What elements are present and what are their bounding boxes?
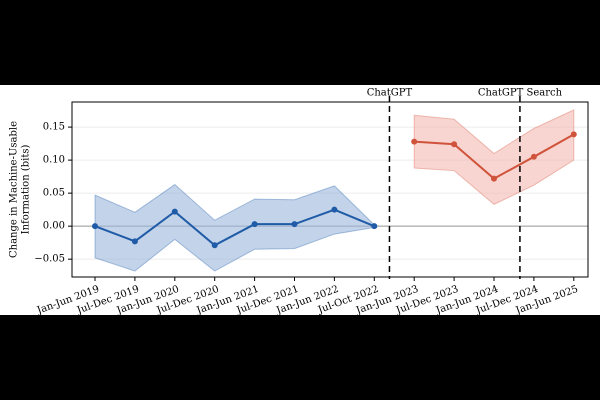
event-label: ChatGPT: [367, 88, 413, 99]
data-point: [131, 238, 138, 245]
data-point: [491, 175, 497, 182]
y-tick-label: 0.00: [43, 221, 65, 232]
data-point: [411, 138, 418, 145]
y-tick-label: 0.05: [43, 188, 65, 199]
data-point: [331, 206, 338, 213]
y-tick-label: −0.05: [34, 254, 65, 265]
y-tick-label: 0.15: [43, 122, 65, 133]
y-axis-label: Information (bits): [21, 145, 32, 235]
y-axis-label: Change in Machine-Usable: [9, 121, 20, 258]
data-point: [171, 208, 178, 215]
axes-frame: [71, 101, 589, 278]
data-point: [211, 242, 218, 249]
y-tick-label: 0.10: [43, 155, 65, 166]
data-point: [251, 221, 258, 228]
event-label: ChatGPT Search: [478, 88, 563, 99]
data-point: [291, 221, 298, 228]
series-line: [94, 208, 375, 247]
data-point: [92, 223, 98, 230]
data-point: [530, 153, 537, 160]
data-point: [570, 131, 577, 138]
data-point: [371, 223, 378, 230]
data-point: [451, 141, 458, 148]
confidence-band: [413, 109, 575, 205]
